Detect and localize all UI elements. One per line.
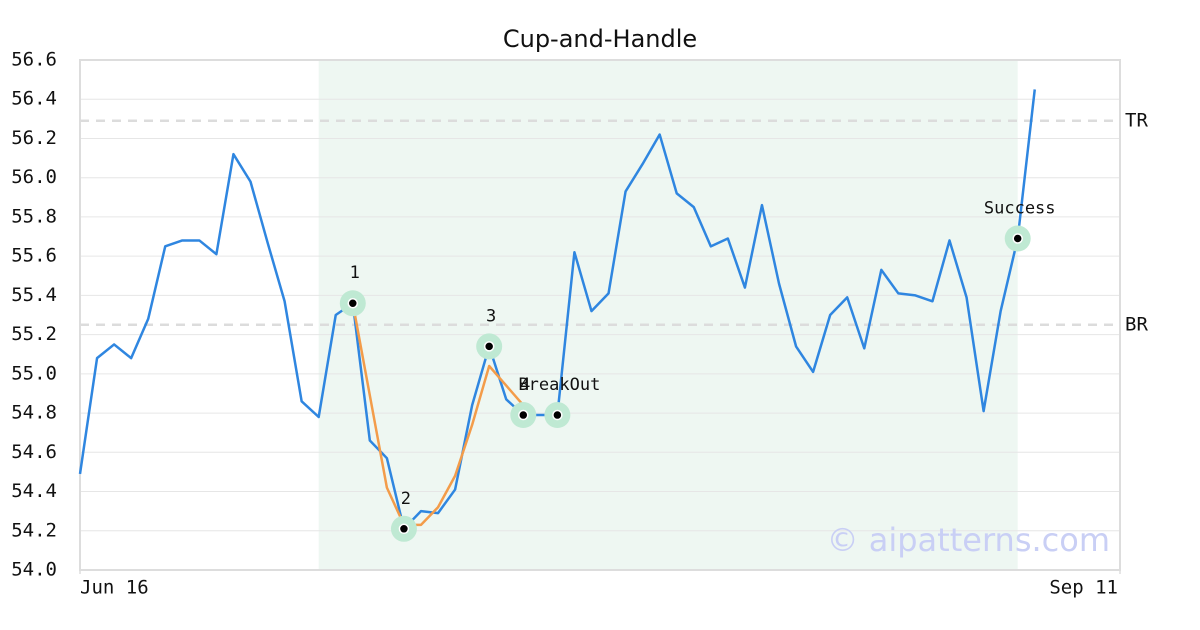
pattern-point xyxy=(518,409,529,421)
y-tick-label: 54.2 xyxy=(11,519,57,541)
y-tick-label: 54.4 xyxy=(11,480,57,502)
pattern-point xyxy=(552,409,563,421)
y-tick-label: 56.0 xyxy=(11,166,57,188)
pattern-point-label: BreakOut xyxy=(518,375,600,395)
y-tick-label: 56.4 xyxy=(11,88,57,110)
pattern-point-label: 3 xyxy=(486,306,496,326)
pattern-point xyxy=(1012,233,1023,244)
level-label: TR xyxy=(1125,109,1148,131)
chart-title: Cup-and-Handle xyxy=(503,25,697,53)
pattern-point xyxy=(483,341,495,352)
pattern-point-label: 2 xyxy=(401,489,411,509)
price-line xyxy=(351,303,525,527)
y-tick-label: 55.6 xyxy=(11,245,57,267)
x-tick-label: Jun 16 xyxy=(80,577,149,599)
y-tick-label: 54.0 xyxy=(11,559,57,581)
pattern-point-label: 1 xyxy=(350,263,360,283)
x-tick-label: Sep 11 xyxy=(1049,577,1118,599)
pattern-region xyxy=(318,60,1018,570)
y-tick-label: 55.0 xyxy=(11,362,57,384)
pattern-point xyxy=(398,523,410,535)
y-tick-label: 55.8 xyxy=(11,205,57,227)
y-tick-label: 56.6 xyxy=(11,49,57,71)
y-tick-label: 55.2 xyxy=(11,323,57,345)
level-label: BR xyxy=(1125,313,1148,335)
pattern-point xyxy=(347,297,359,309)
y-tick-label: 54.8 xyxy=(11,402,57,424)
pattern-point-label: Success xyxy=(984,199,1056,219)
pattern-point-label: 4 xyxy=(520,375,530,395)
watermark: © aipatterns.com xyxy=(827,521,1110,559)
plot-frame xyxy=(79,59,1121,571)
y-tick-label: 56.2 xyxy=(11,127,57,149)
y-tick-label: 54.6 xyxy=(11,441,57,463)
y-tick-label: 55.4 xyxy=(11,284,57,306)
